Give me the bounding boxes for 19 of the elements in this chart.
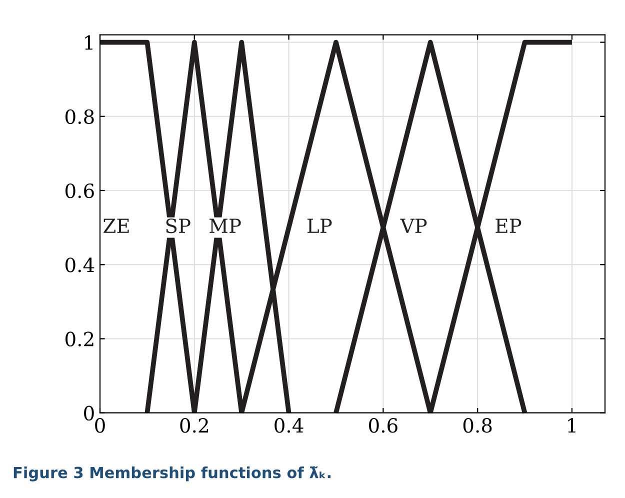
series-label: MP bbox=[210, 218, 241, 233]
text: ZE bbox=[104, 218, 129, 233]
series-label: LP bbox=[308, 218, 332, 233]
x-tick-label: 1 bbox=[568, 418, 576, 432]
y-tick-label: 0.4 bbox=[66, 258, 94, 272]
x-tick-label: 0.2 bbox=[180, 418, 208, 433]
y-tick-label: 0.6 bbox=[66, 183, 94, 198]
y-tick-label: 0 bbox=[84, 406, 94, 421]
series-label: VP bbox=[400, 218, 427, 233]
x-tick-label: 0.6 bbox=[369, 418, 398, 433]
x-tick-label: 0.8 bbox=[463, 418, 492, 433]
x-tick-label: 0.4 bbox=[274, 418, 304, 433]
caption: Figure 3 Membership functions of λ̃ₖ. bbox=[14, 466, 331, 482]
series-label: EP bbox=[496, 218, 522, 233]
x-tick-label: 0 bbox=[95, 418, 105, 433]
y-tick-label: 1 bbox=[85, 35, 92, 50]
y-tick-label: 0.2 bbox=[66, 332, 94, 346]
y-tick-label: 0.8 bbox=[66, 109, 94, 124]
series-label: SP bbox=[166, 218, 190, 234]
